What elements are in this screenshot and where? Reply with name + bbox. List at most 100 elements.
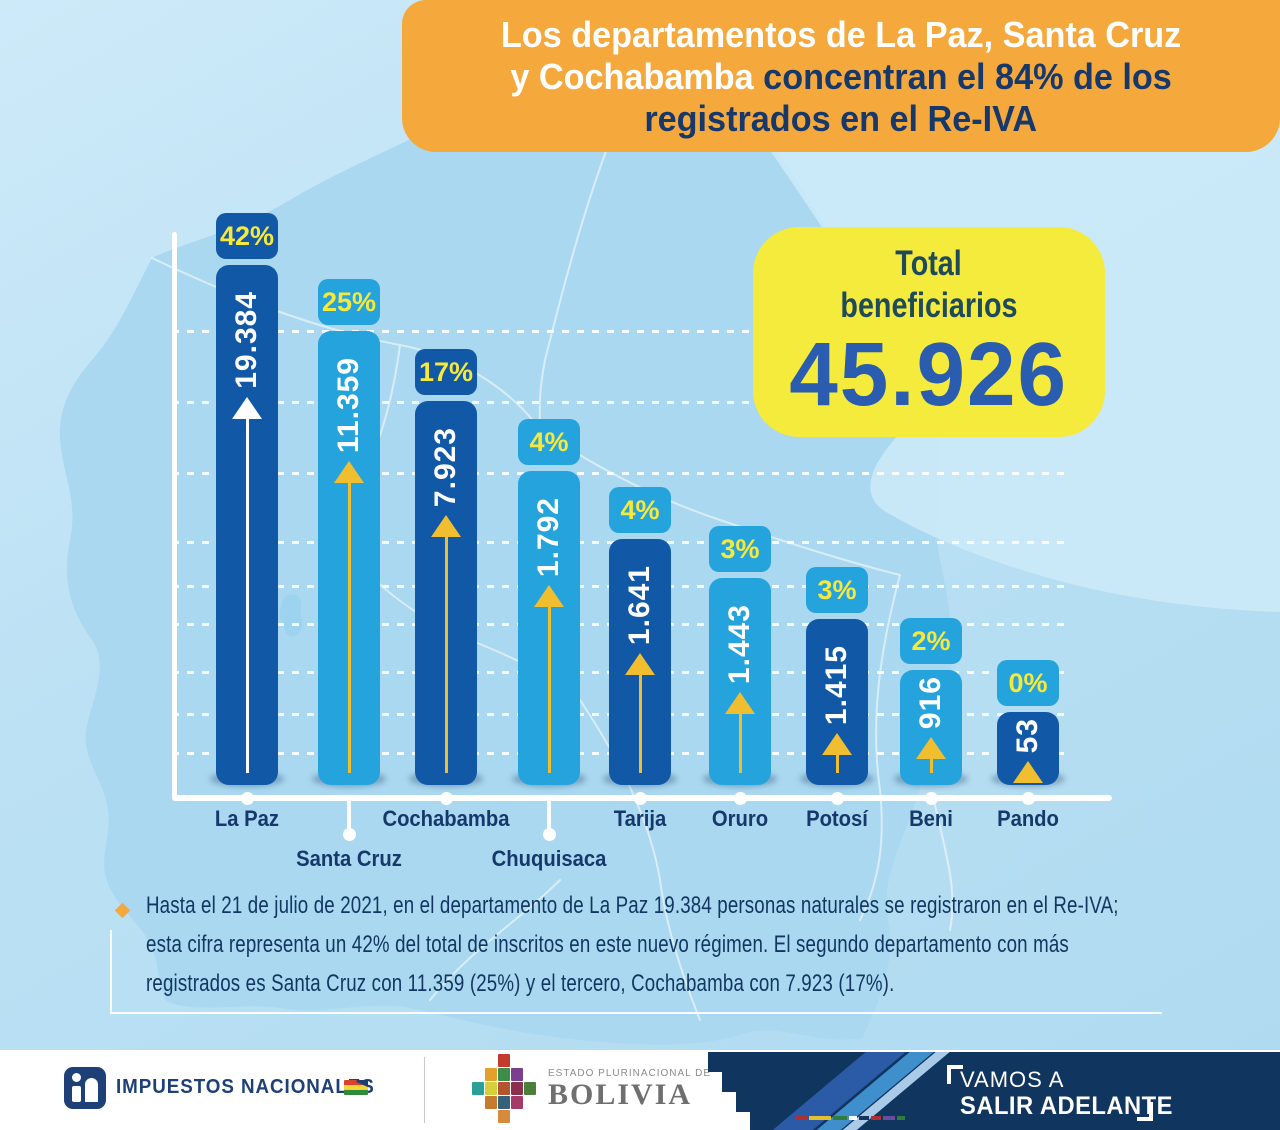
color-dash bbox=[849, 1116, 857, 1120]
bar-value-label: 916 bbox=[914, 676, 947, 730]
bar-value-label: 19.384 bbox=[230, 291, 263, 389]
x-axis-label-santa-cruz: Santa Cruz bbox=[296, 846, 402, 871]
axis-dot bbox=[733, 791, 747, 805]
up-arrow-line bbox=[347, 483, 351, 773]
bar-value-label: 53 bbox=[1011, 718, 1044, 754]
mosaic-tile bbox=[524, 1068, 536, 1081]
axis-dot bbox=[924, 791, 938, 805]
slogan-panel: VAMOS A SALIR ADELANTE bbox=[708, 1052, 1280, 1130]
bracket-bottom-right-icon bbox=[1137, 1102, 1153, 1121]
x-axis-label-pando: Pando bbox=[997, 806, 1059, 831]
color-dash bbox=[871, 1116, 881, 1120]
logo-dot bbox=[72, 1073, 81, 1082]
mosaic-tile bbox=[472, 1096, 484, 1109]
x-axis-label-potosí: Potosí bbox=[806, 806, 868, 831]
footnote-line-3: registrados es Santa Cruz con 11.359 (25… bbox=[146, 970, 895, 997]
bolivia-mosaic-logo-icon bbox=[472, 1054, 537, 1126]
up-arrow-icon bbox=[1013, 761, 1043, 784]
mosaic-tile bbox=[485, 1068, 497, 1081]
up-arrow-line bbox=[547, 607, 551, 773]
up-arrow-line bbox=[835, 755, 839, 773]
mosaic-tile bbox=[498, 1054, 510, 1067]
up-arrow-icon bbox=[334, 461, 364, 484]
axis-dot bbox=[342, 828, 356, 841]
bar-value-label: 7.923 bbox=[429, 427, 462, 508]
banner-text-white-1: Los departamentos de La Paz, Santa Cruz bbox=[500, 14, 1182, 55]
mosaic-tile bbox=[472, 1110, 484, 1123]
mosaic-tile bbox=[498, 1068, 510, 1081]
percentage-chip: 2% bbox=[900, 618, 962, 664]
total-beneficiaries-box: Total beneficiarios 45.926 bbox=[753, 227, 1105, 437]
banner-line-3: registrados en el Re-IVA bbox=[645, 98, 1038, 140]
up-arrow-line bbox=[444, 537, 448, 773]
percentage-chip: 0% bbox=[997, 660, 1059, 706]
x-axis-label-cochabamba: Cochabamba bbox=[382, 806, 510, 831]
estado-plurinacional-label: ESTADO PLURINACIONAL DE bbox=[548, 1068, 712, 1079]
percentage-chip: 3% bbox=[709, 526, 771, 572]
banner-line-1: Los departamentos de La Paz, Santa Cruz bbox=[501, 14, 1181, 56]
bar-la-paz: 19.384 bbox=[216, 265, 278, 785]
x-axis-label-chuquisaca: Chuquisaca bbox=[491, 846, 607, 871]
axis-dot bbox=[1021, 791, 1035, 805]
x-axis-label-oruro: Oruro bbox=[711, 806, 769, 831]
bolivia-map-silhouette bbox=[59, 34, 953, 1045]
color-dash bbox=[883, 1116, 895, 1120]
color-dash bbox=[859, 1116, 869, 1120]
mosaic-tile bbox=[485, 1096, 497, 1109]
mosaic-tile bbox=[485, 1110, 497, 1123]
mosaic-tile bbox=[511, 1110, 523, 1123]
x-axis-label-beni: Beni bbox=[909, 806, 953, 831]
x-axis-label-la-paz: La Paz bbox=[214, 806, 280, 831]
footer-bar: IMPUESTOS NACIONALES ESTADO PLURINACIONA… bbox=[0, 1050, 1280, 1130]
mosaic-tile bbox=[472, 1068, 484, 1081]
chart-gridline bbox=[172, 330, 1065, 333]
up-arrow-line bbox=[738, 714, 742, 773]
footnote-line-2: esta cifra representa un 42% del total d… bbox=[146, 931, 1069, 958]
up-arrow-icon bbox=[534, 585, 564, 608]
bar-chuquisaca: 1.792 bbox=[518, 471, 580, 785]
axis-dot bbox=[830, 791, 844, 805]
bar-value-label: 1.641 bbox=[623, 565, 656, 646]
slogan-line-2: SALIR ADELANTE bbox=[960, 1092, 1173, 1120]
mosaic-tile bbox=[485, 1082, 497, 1095]
mosaic-tile bbox=[498, 1110, 510, 1123]
bar-beni: 916 bbox=[900, 670, 962, 785]
color-dash bbox=[809, 1116, 831, 1120]
up-arrow-line bbox=[929, 759, 933, 773]
bar-value-label: 1.415 bbox=[820, 645, 853, 726]
up-arrow-icon bbox=[725, 692, 755, 715]
impuestos-nacionales-label: IMPUESTOS NACIONALES bbox=[116, 1076, 375, 1098]
mosaic-tile bbox=[511, 1068, 523, 1081]
bolivia-label: BOLIVIA bbox=[548, 1078, 693, 1111]
mosaic-tile bbox=[511, 1096, 523, 1109]
bar-oruro: 1.443 bbox=[709, 578, 771, 785]
slogan-line-1: VAMOS A bbox=[960, 1067, 1065, 1092]
banner-line-2: y Cochabamba concentran el 84% de los bbox=[510, 56, 1171, 98]
footer-divider bbox=[424, 1057, 425, 1123]
banner-text-dark-3: registrados en el Re-IVA bbox=[644, 98, 1038, 139]
percentage-chip: 4% bbox=[518, 419, 580, 465]
bar-santa-cruz: 11.359 bbox=[318, 331, 380, 785]
footnote-border-left bbox=[110, 930, 112, 1012]
axis-dot bbox=[542, 828, 556, 841]
bar-value-label: 1.792 bbox=[532, 497, 565, 578]
up-arrow-icon bbox=[916, 737, 946, 760]
logo-stem bbox=[72, 1086, 81, 1102]
bar-potosí: 1.415 bbox=[806, 619, 868, 785]
bar-value-label: 11.359 bbox=[332, 357, 365, 454]
bar-cochabamba: 7.923 bbox=[415, 401, 477, 785]
bar-tarija: 1.641 bbox=[609, 539, 671, 785]
bolivia-flag-icon bbox=[344, 1080, 368, 1095]
bolivia-wordmark: ESTADO PLURINACIONAL DE BOLIVIA bbox=[548, 1068, 711, 1111]
up-arrow-line bbox=[638, 675, 642, 773]
axis-drop-line bbox=[547, 798, 551, 834]
flag-color-dashes-icon bbox=[795, 1116, 907, 1120]
color-dash bbox=[897, 1116, 905, 1120]
mosaic-tile bbox=[524, 1110, 536, 1123]
total-value: 45.926 bbox=[789, 325, 1069, 425]
x-axis-label-tarija: Tarija bbox=[613, 806, 667, 831]
logo-arch bbox=[85, 1078, 98, 1102]
mosaic-tile bbox=[524, 1082, 536, 1095]
footnote-line-1: Hasta el 21 de julio de 2021, en el depa… bbox=[146, 892, 1119, 919]
